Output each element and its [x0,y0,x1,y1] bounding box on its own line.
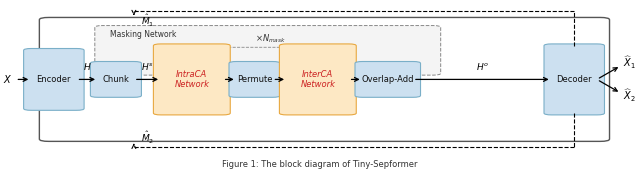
Text: IntraCA
Network: IntraCA Network [174,70,209,89]
Text: $\widehat{X}_2$: $\widehat{X}_2$ [623,88,636,105]
Text: $H$: $H$ [83,61,92,72]
Text: Permute: Permute [237,75,272,84]
Text: Decoder: Decoder [556,75,592,84]
FancyBboxPatch shape [95,26,441,75]
Text: $\times N_{mask}$: $\times N_{mask}$ [255,32,287,45]
Text: Figure 1: The block diagram of Tiny-Sepformer: Figure 1: The block diagram of Tiny-Sepf… [222,160,417,169]
Text: $H^o$: $H^o$ [476,61,489,72]
FancyBboxPatch shape [280,44,356,115]
Text: $\hat{M}_1$: $\hat{M}_1$ [141,13,155,29]
Text: Masking Network: Masking Network [110,30,176,39]
Text: $\widehat{X}_1$: $\widehat{X}_1$ [623,54,636,71]
Text: $X$: $X$ [3,73,12,85]
FancyBboxPatch shape [229,62,280,97]
FancyBboxPatch shape [90,62,141,97]
Text: Overlap-Add: Overlap-Add [362,75,414,84]
Text: $\hat{M}_2$: $\hat{M}_2$ [141,130,155,146]
Text: Chunk: Chunk [102,75,129,84]
Text: InterCA
Network: InterCA Network [300,70,335,89]
FancyBboxPatch shape [355,62,420,97]
FancyBboxPatch shape [544,44,605,115]
FancyBboxPatch shape [154,44,230,115]
Text: Encoder: Encoder [36,75,71,84]
FancyBboxPatch shape [24,48,84,110]
Text: $H^s$: $H^s$ [141,61,154,72]
